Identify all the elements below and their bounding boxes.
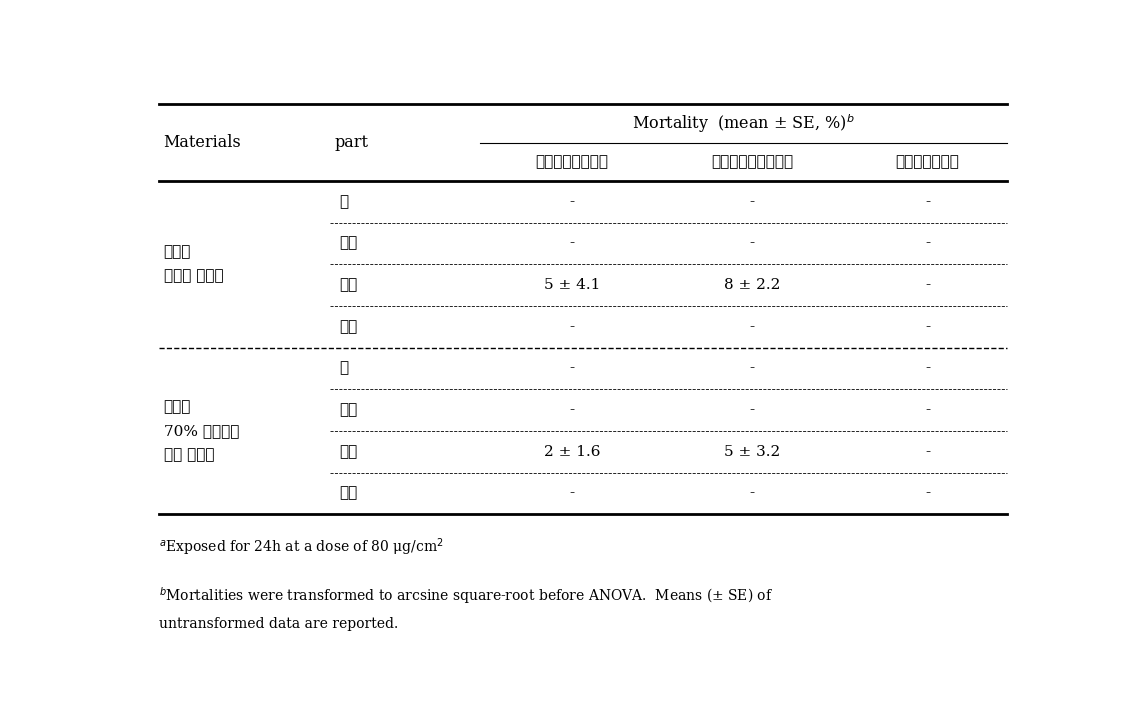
Text: 잎: 잎 xyxy=(339,195,348,209)
Text: 뭑나무
메탄올 추출물: 뭑나무 메탄올 추출물 xyxy=(163,245,223,283)
Text: 열매: 열매 xyxy=(339,320,357,334)
Text: -: - xyxy=(925,320,930,334)
Text: -: - xyxy=(925,278,930,292)
Text: -: - xyxy=(569,403,574,417)
Text: -: - xyxy=(925,195,930,209)
Text: Mortality  (mean ± SE, %)$^b$: Mortality (mean ± SE, %)$^b$ xyxy=(632,112,854,135)
Text: -: - xyxy=(569,486,574,501)
Text: 빌리: 빌리 xyxy=(339,445,357,459)
Text: part: part xyxy=(335,134,369,151)
Text: 저장식품진드기: 저장식품진드기 xyxy=(895,155,960,169)
Text: $^a$Exposed for 24h at a dose of 80 μg/cm$^2$: $^a$Exposed for 24h at a dose of 80 μg/c… xyxy=(159,536,444,558)
Text: -: - xyxy=(749,236,755,251)
Text: 빌리: 빌리 xyxy=(339,278,357,292)
Text: -: - xyxy=(749,320,755,334)
Text: $^b$Mortalities were transformed to arcsine square-root before ANOVA.  Means (± : $^b$Mortalities were transformed to arcs… xyxy=(159,586,774,631)
Text: 5 ± 3.2: 5 ± 3.2 xyxy=(724,445,780,459)
Text: -: - xyxy=(925,361,930,376)
Text: Materials: Materials xyxy=(163,134,241,151)
Text: 5 ± 4.1: 5 ± 4.1 xyxy=(544,278,600,292)
Text: -: - xyxy=(925,236,930,251)
Text: -: - xyxy=(569,195,574,209)
Text: 2 ± 1.6: 2 ± 1.6 xyxy=(544,445,600,459)
Text: 잎: 잎 xyxy=(339,361,348,376)
Text: 세로무니먹지진드기: 세로무니먹지진드기 xyxy=(710,155,793,169)
Text: 줄기: 줄기 xyxy=(339,403,357,417)
Text: -: - xyxy=(569,361,574,376)
Text: 8 ± 2.2: 8 ± 2.2 xyxy=(724,278,781,292)
Text: -: - xyxy=(569,236,574,251)
Text: 줄기: 줄기 xyxy=(339,236,357,251)
Text: -: - xyxy=(925,403,930,417)
Text: 뭑나무
70% 에타노올
열당 추출물: 뭑나무 70% 에타노올 열당 추출물 xyxy=(163,400,239,462)
Text: 켈다리먹지진드기: 켈다리먹지진드기 xyxy=(536,155,608,169)
Text: -: - xyxy=(569,320,574,334)
Text: 열매: 열매 xyxy=(339,486,357,501)
Text: -: - xyxy=(749,403,755,417)
Text: -: - xyxy=(749,195,755,209)
Text: -: - xyxy=(749,486,755,501)
Text: -: - xyxy=(925,445,930,459)
Text: -: - xyxy=(925,486,930,501)
Text: -: - xyxy=(749,361,755,376)
